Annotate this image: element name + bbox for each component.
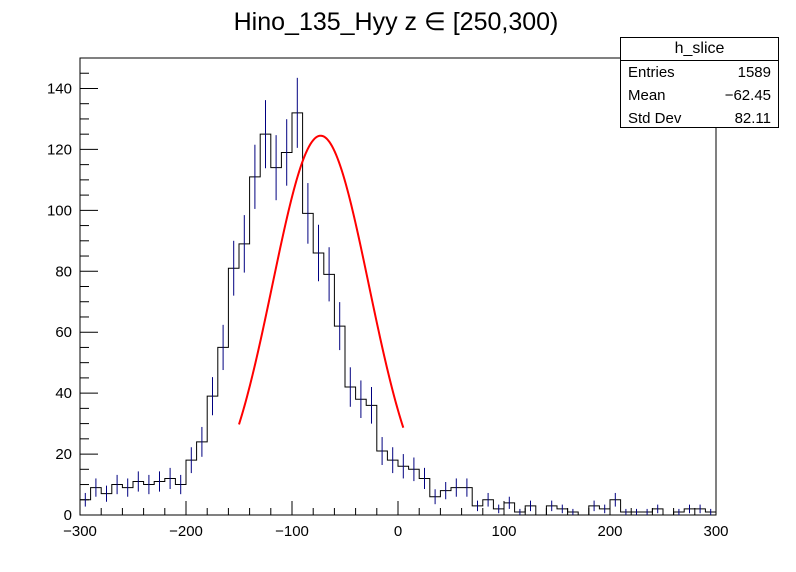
x-tick-label: 0 [394,523,402,540]
stats-value: −62.45 [724,87,771,104]
stats-label: Entries [628,64,675,81]
y-tick-label: 40 [55,385,72,402]
x-tick-label: −200 [169,523,203,540]
stats-row-stddev: Std Dev 82.11 [621,107,778,130]
y-tick-labels: 0 20 40 60 80 100 120 140 [47,80,72,524]
histogram-series [79,112,717,516]
y-tick-label: 0 [64,507,72,524]
x-tick-label: 100 [491,523,516,540]
stats-row-entries: Entries 1589 [621,61,778,84]
histogram-steps [79,112,717,516]
x-tick-label: 200 [597,523,622,540]
stats-label: Std Dev [628,110,682,127]
gaussian-fit-curve [238,134,405,429]
x-tick-label: −100 [275,523,309,540]
x-tick-labels: −300 −200 −100 0 100 200 300 [63,523,728,540]
y-tick-label: 80 [55,263,72,280]
stats-row-mean: Mean −62.45 [621,84,778,107]
y-axis [80,57,98,516]
x-tick-label: −300 [63,523,97,540]
y-tick-label: 60 [55,324,72,341]
chart-title: Hino_135_Hyy z ∈ [250,300) [234,8,559,36]
y-tick-label: 140 [47,80,72,97]
y-tick-label: 100 [47,202,72,219]
stats-label: Mean [628,87,666,104]
stats-title: h_slice [621,38,778,61]
stats-value: 1589 [737,64,771,81]
x-tick-label: 300 [703,523,728,540]
y-tick-label: 20 [55,446,72,463]
stats-box: h_slice Entries 1589 Mean −62.45 Std Dev… [620,37,779,128]
error-bars [84,77,712,515]
y-tick-label: 120 [47,141,72,158]
stats-value: 82.11 [734,110,771,127]
